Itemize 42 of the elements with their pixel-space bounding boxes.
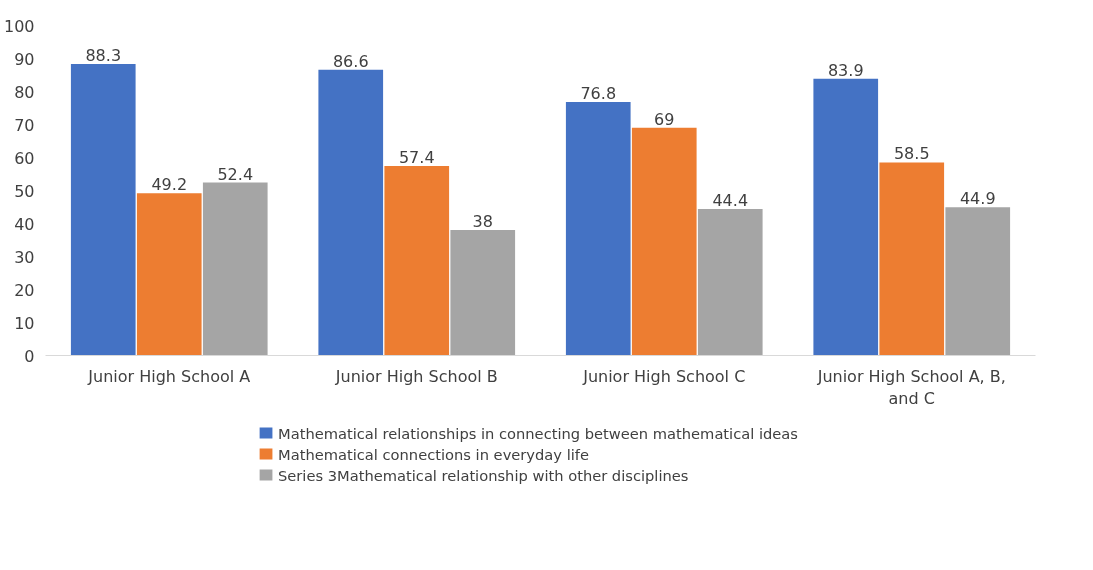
y-tick-label: 20 <box>14 280 35 300</box>
bar <box>202 182 268 356</box>
data-label: 86.6 <box>332 51 369 71</box>
data-label: 76.8 <box>580 84 617 104</box>
y-tick-label: 50 <box>14 181 35 201</box>
x-tick-label: Junior High School A <box>87 366 251 386</box>
bar <box>136 193 202 356</box>
bar <box>813 78 879 356</box>
bar <box>697 208 763 356</box>
legend-label: Mathematical connections in everyday life <box>278 445 589 462</box>
y-tick-label: 0 <box>24 346 35 366</box>
y-tick-label: 90 <box>14 49 35 69</box>
y-tick-label: 100 <box>3 16 35 36</box>
data-label: 69 <box>654 109 675 129</box>
x-tick-label: Junior High School C <box>582 366 746 386</box>
bar <box>70 64 136 356</box>
data-label: 88.3 <box>85 46 122 66</box>
x-tick-label: Junior High School A, B, and C <box>816 366 1006 409</box>
x-tick-label: Junior High School B <box>334 366 498 386</box>
bar <box>318 69 384 356</box>
y-tick-label: 60 <box>14 148 35 168</box>
y-tick-label: 30 <box>14 247 35 267</box>
y-tick-label: 80 <box>14 82 35 102</box>
data-label: 52.4 <box>217 164 254 184</box>
bar <box>565 102 631 356</box>
bar <box>631 127 697 356</box>
y-tick-label: 70 <box>14 115 35 135</box>
bar <box>384 166 450 356</box>
data-label: 49.2 <box>151 175 188 195</box>
data-label: 57.4 <box>398 148 435 168</box>
bar <box>450 230 516 356</box>
bar <box>945 207 1011 356</box>
data-label: 44.9 <box>959 189 996 209</box>
legend-label: Series 3Mathematical relationship with other disciplines <box>278 466 689 483</box>
data-label: 58.5 <box>893 144 930 164</box>
y-tick-label: 40 <box>14 214 35 234</box>
y-tick-label: 10 <box>14 313 35 333</box>
bar <box>879 162 945 356</box>
legend-label: Mathematical relationships in connecting between mathematical ideas <box>278 424 798 441</box>
data-label: 44.4 <box>712 190 749 210</box>
data-label: 38 <box>472 212 493 232</box>
data-label: 83.9 <box>827 60 864 80</box>
